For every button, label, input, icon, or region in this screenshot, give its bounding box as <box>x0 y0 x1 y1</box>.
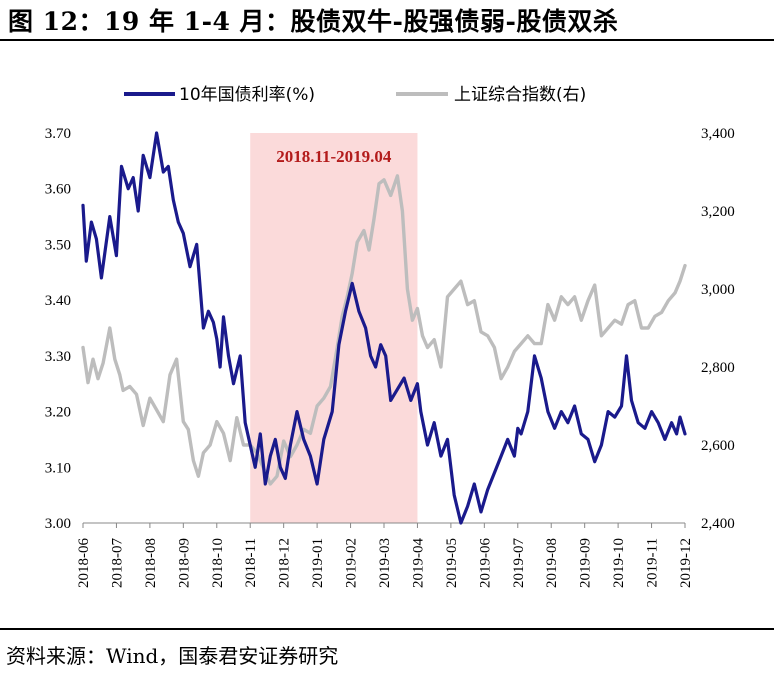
y-right-tick-label: 3,000 <box>701 282 735 298</box>
x-tick-label: 2019-10 <box>611 538 627 588</box>
x-tick-label: 2018-10 <box>210 538 226 588</box>
axes-layer: 2018-06 2018-07 2018-08 2018-09 2018-10 2018-… <box>45 126 735 588</box>
y-left-tick-label: 3.70 <box>45 126 71 142</box>
figure-title: 图 12：19 年 1-4 月：股债双牛-股强债弱-股债双杀 <box>8 7 619 36</box>
source-note: 资料来源：Wind，国泰君安证券研究 <box>6 644 339 668</box>
x-tick-label: 2019-06 <box>477 538 493 588</box>
x-tick-label: 2019-03 <box>377 538 393 588</box>
x-tick-label: 2019-12 <box>678 538 694 588</box>
y-left-tick-label: 3.60 <box>45 182 71 198</box>
x-tick-label: 2018-07 <box>109 538 125 588</box>
y-right-tick-label: 3,400 <box>701 126 735 142</box>
y-right-tick-label: 2,600 <box>701 438 735 454</box>
series-layer <box>81 131 687 525</box>
y-right-tick-label: 2,400 <box>701 516 735 532</box>
x-tick-label: 2019-02 <box>344 538 360 588</box>
x-tick-label: 2019-08 <box>544 538 560 588</box>
legend-label-index: 上证综合指数(右) <box>454 85 586 105</box>
legend: 10年国债利率(%) 上证综合指数(右) <box>124 85 586 105</box>
y-left-tick-label: 3.50 <box>45 237 71 253</box>
y-left-tick-label: 3.30 <box>45 349 71 365</box>
series-line-bond-yield <box>81 131 687 525</box>
y-right-tick-label: 3,200 <box>701 204 735 220</box>
y-right-tick-label: 2,800 <box>701 360 735 376</box>
x-tick-label: 2019-05 <box>444 538 460 588</box>
source-rule <box>0 628 774 630</box>
x-tick-label: 2018-11 <box>243 538 259 587</box>
x-tick-label: 2019-01 <box>310 538 326 588</box>
title-rule <box>0 39 774 41</box>
x-tick-label: 2019-07 <box>511 538 527 588</box>
x-tick-label: 2018-12 <box>277 538 293 588</box>
y-left-tick-label: 3.40 <box>45 293 71 309</box>
y-left-tick-label: 3.00 <box>45 516 71 532</box>
y-left-tick-label: 3.20 <box>45 405 71 421</box>
x-tick-label: 2018-06 <box>76 538 92 588</box>
period-annotation: 2018.11-2019.04 <box>276 147 392 166</box>
legend-label-bond: 10年国债利率(%) <box>179 85 315 105</box>
x-tick-label: 2019-11 <box>645 538 661 587</box>
x-tick-label: 2019-09 <box>578 538 594 588</box>
x-tick-label: 2018-08 <box>143 538 159 588</box>
y-left-tick-label: 3.10 <box>45 460 71 476</box>
x-tick-label: 2019-04 <box>410 538 426 588</box>
series-line-shanghai-index <box>81 174 687 486</box>
x-tick-label: 2018-09 <box>176 538 192 588</box>
